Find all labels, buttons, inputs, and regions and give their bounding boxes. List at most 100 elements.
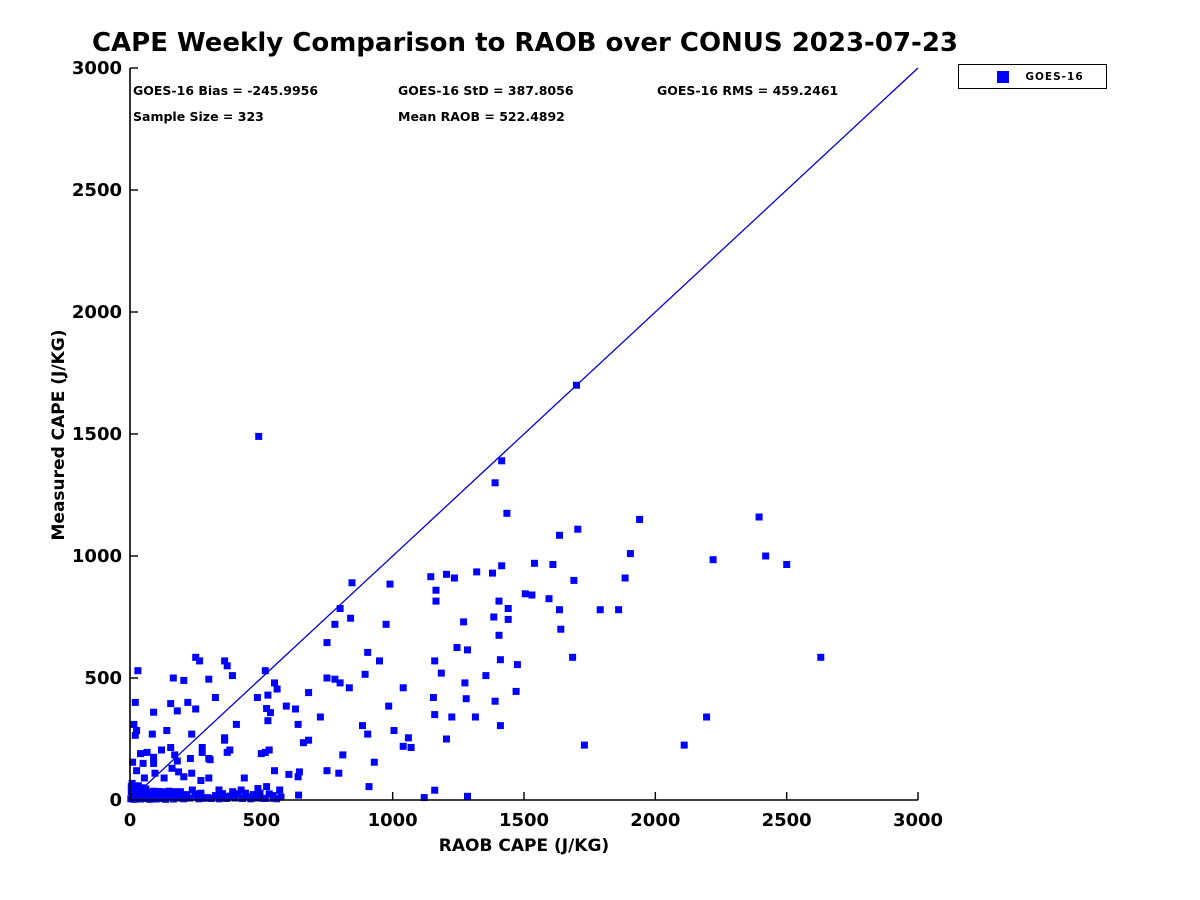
data-point (273, 795, 281, 803)
data-point (443, 735, 450, 743)
data-point (365, 783, 373, 791)
data-point (556, 606, 563, 614)
identity-line (129, 67, 919, 801)
data-point (198, 744, 206, 751)
data-point (175, 794, 183, 802)
data-point (345, 684, 353, 692)
data-point (205, 774, 213, 782)
data-point (261, 795, 269, 802)
y-axis-label: Measured CAPE (J/KG) (49, 329, 69, 541)
y-tick-label: 3000 (72, 58, 122, 79)
data-point (197, 777, 205, 784)
data-point (167, 700, 175, 708)
data-point (192, 653, 200, 661)
data-point (173, 707, 181, 715)
data-point (223, 748, 231, 756)
data-point (580, 741, 588, 749)
data-point (150, 787, 158, 795)
data-point (148, 730, 156, 738)
data-point (211, 792, 219, 800)
data-point (429, 694, 437, 701)
data-point (144, 788, 152, 796)
data-point (215, 795, 223, 803)
data-point (596, 606, 604, 614)
x-tick-label: 0 (124, 810, 137, 831)
data-point (128, 779, 136, 787)
data-point (427, 573, 435, 581)
data-point (271, 767, 278, 775)
x-tick-label: 2500 (762, 810, 812, 831)
data-point (131, 698, 139, 706)
x-tick-label: 1500 (499, 810, 549, 831)
data-point (376, 657, 383, 665)
data-point (305, 689, 313, 697)
stat-rms: GOES-16 RMS = 459.2461 (657, 83, 839, 98)
data-point (219, 790, 226, 798)
data-point (680, 741, 688, 749)
data-point (211, 694, 219, 701)
data-point (169, 674, 177, 682)
data-point (168, 764, 176, 772)
data-point (133, 727, 141, 734)
data-point (420, 794, 428, 802)
data-point (171, 751, 179, 759)
data-point (496, 722, 504, 730)
data-point (184, 698, 192, 706)
data-point (198, 748, 206, 756)
data-point (461, 679, 469, 687)
data-point (163, 727, 171, 734)
data-point (755, 513, 763, 521)
data-point (294, 720, 302, 728)
data-point (229, 788, 237, 796)
data-point (323, 767, 331, 775)
data-point (277, 793, 285, 801)
y-tick-label: 2500 (72, 180, 122, 201)
data-point (158, 746, 165, 754)
data-point (165, 787, 173, 795)
data-point (129, 758, 137, 766)
data-point (521, 590, 529, 598)
data-point (621, 574, 629, 582)
data-point (636, 515, 644, 523)
data-point (215, 786, 223, 794)
data-point (160, 774, 168, 782)
data-point (557, 625, 565, 633)
legend-marker-icon (997, 70, 1009, 83)
data-point (364, 648, 372, 656)
data-point (471, 713, 479, 721)
data-point (503, 509, 511, 517)
data-point (496, 656, 504, 664)
data-point (703, 713, 711, 721)
data-point (404, 734, 412, 742)
data-point (263, 705, 271, 712)
data-point (431, 711, 439, 719)
data-point (221, 657, 229, 665)
data-point (437, 669, 445, 677)
data-point (188, 786, 196, 794)
data-point (191, 790, 199, 798)
data-point (399, 742, 407, 750)
data-point (195, 795, 203, 803)
data-point (223, 662, 231, 670)
data-point (170, 788, 178, 796)
data-point (263, 783, 271, 791)
legend-box: GOES-16 (958, 64, 1107, 89)
data-point (173, 757, 181, 765)
data-point (265, 746, 273, 754)
data-point (443, 570, 450, 578)
data-point (295, 791, 303, 799)
data-point (271, 679, 278, 687)
data-point (134, 788, 142, 795)
data-point (186, 755, 194, 762)
data-point (264, 717, 272, 725)
data-point (188, 730, 196, 738)
data-point (234, 790, 242, 798)
data-point (431, 657, 439, 665)
data-point (267, 709, 274, 717)
data-point (504, 605, 512, 612)
data-point (513, 661, 521, 669)
data-point (231, 794, 239, 802)
data-point (197, 789, 205, 797)
